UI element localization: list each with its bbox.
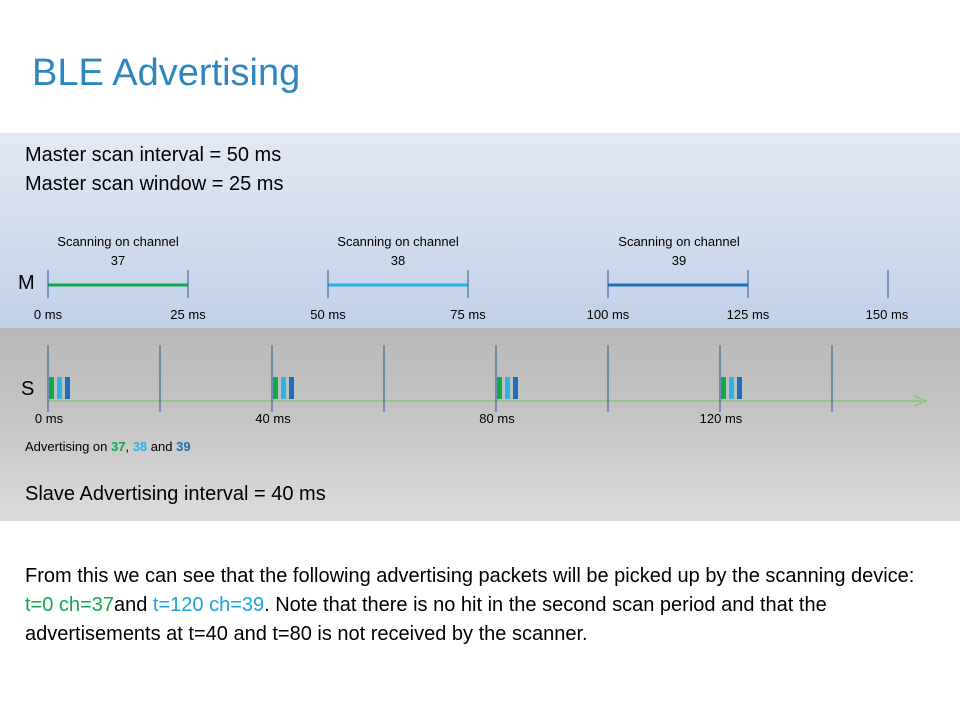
master-tick-labels: 0 ms 25 ms 50 ms 75 ms 100 ms 125 ms 150…	[34, 307, 909, 322]
caption-ch38: 38	[132, 439, 148, 454]
advertising-packet	[65, 377, 70, 399]
conclusion-hit2: t=120 ch=39	[152, 594, 265, 616]
advertising-packet	[57, 377, 62, 399]
advertising-packet	[729, 377, 734, 399]
advertising-packet	[273, 377, 278, 399]
conclusion-text: From this we can see that the following …	[25, 562, 925, 649]
scan-channel: 39	[672, 253, 686, 268]
slave-advertising-interval: Slave Advertising interval = 40 ms	[25, 483, 326, 505]
caption-ch37: 37	[111, 439, 126, 454]
slave-tick-label: 40 ms	[255, 411, 291, 426]
master-tick-label: 75 ms	[450, 307, 486, 322]
slave-advertising-events	[49, 377, 742, 399]
slave-tick-label: 120 ms	[700, 411, 743, 426]
advertising-caption: Advertising on 37, 38 and 39	[25, 439, 191, 454]
scan-settings: Master scan interval = 50 ms Master scan…	[25, 141, 283, 199]
advertising-packet	[721, 377, 726, 399]
slide-title: BLE Advertising	[32, 52, 301, 94]
advertising-event	[273, 377, 294, 399]
conclusion-part1: From this we can see that the following …	[25, 565, 915, 587]
slave-axis-arrowhead	[913, 395, 928, 407]
master-tick-label: 150 ms	[866, 307, 909, 322]
slave-row-label: S	[21, 378, 34, 400]
advertising-packet	[737, 377, 742, 399]
conclusion-part3: . Note that there is no hit in the secon…	[25, 594, 827, 645]
master-tick-label: 50 ms	[310, 307, 346, 322]
master-tick-label: 0 ms	[34, 307, 63, 322]
master-tick-label: 25 ms	[170, 307, 206, 322]
master-scan-windows: Scanning on channel 37 Scanning on chann…	[47, 234, 889, 298]
advertising-packet	[289, 377, 294, 399]
scan-label: Scanning on channel	[57, 234, 179, 249]
master-scan-interval: Master scan interval = 50 ms	[25, 144, 282, 166]
slave-dividers	[47, 345, 833, 412]
conclusion-part2: and	[113, 594, 153, 616]
advertising-event	[721, 377, 742, 399]
slave-tick-label: 80 ms	[479, 411, 515, 426]
advertising-packet	[497, 377, 502, 399]
advertising-packet	[49, 377, 54, 399]
caption-ch39: 39	[176, 439, 191, 454]
scan-window-37: Scanning on channel 37	[47, 234, 189, 298]
scan-window-38: Scanning on channel 38	[327, 234, 469, 298]
scan-label: Scanning on channel	[618, 234, 740, 249]
advertising-event	[49, 377, 70, 399]
master-scan-window: Master scan window = 25 ms	[25, 173, 284, 195]
scan-window-39: Scanning on channel 39	[607, 234, 749, 298]
master-tick-label: 100 ms	[587, 307, 630, 322]
advertising-event	[497, 377, 518, 399]
caption-sep1: ,	[125, 439, 133, 454]
scan-channel: 38	[391, 253, 405, 268]
advertising-packet	[505, 377, 510, 399]
advertising-packet	[513, 377, 518, 399]
conclusion-hit1: t=0 ch=37	[25, 594, 114, 616]
caption-sep2: and	[147, 439, 177, 454]
caption-prefix: Advertising on	[25, 439, 111, 454]
master-band	[0, 133, 960, 328]
master-row-label: M	[18, 272, 35, 294]
slave-tick-labels: 0 ms 40 ms 80 ms 120 ms	[35, 411, 743, 426]
slave-tick-label: 0 ms	[35, 411, 64, 426]
master-tick-label: 125 ms	[727, 307, 770, 322]
slave-axis	[48, 395, 928, 407]
scan-channel: 37	[111, 253, 125, 268]
scan-label: Scanning on channel	[337, 234, 459, 249]
advertising-packet	[281, 377, 286, 399]
